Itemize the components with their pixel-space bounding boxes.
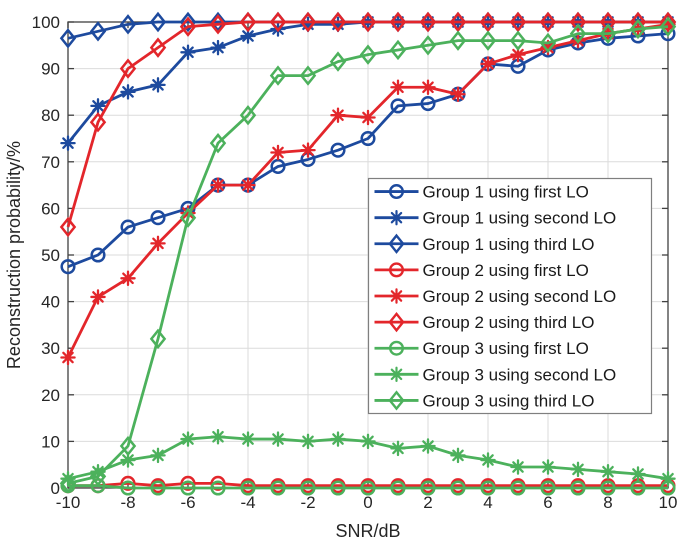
legend-label: Group 2 using third LO [423, 313, 595, 332]
y-tick-label: 40 [41, 293, 60, 312]
y-tick-label: 70 [41, 153, 60, 172]
y-tick-label: 60 [41, 199, 60, 218]
x-tick-label: -10 [56, 493, 81, 512]
x-axis-title: SNR/dB [335, 521, 401, 541]
legend-item-group-2-using-second-lo: Group 2 using second LO [374, 287, 617, 306]
legend-item-group-3-using-first-lo: Group 3 using first LO [374, 339, 589, 358]
legend-label: Group 3 using first LO [423, 339, 589, 358]
y-tick-label: 100 [32, 13, 60, 32]
series-group-3-using-third-lo [59, 16, 677, 494]
y-axis-title: Reconstruction probability/% [4, 140, 24, 370]
x-tick-label: 2 [423, 493, 432, 512]
series-group-3-using-second-lo [60, 428, 676, 487]
legend-item-group-2-using-first-lo: Group 2 using first LO [374, 261, 589, 280]
legend-label: Group 3 using second LO [423, 365, 617, 384]
x-tick-label: -6 [180, 493, 195, 512]
y-tick-label: 10 [41, 432, 60, 451]
legend-item-group-1-using-second-lo: Group 1 using second LO [374, 209, 617, 228]
x-tick-label: 10 [659, 493, 678, 512]
x-tick-label: 6 [543, 493, 552, 512]
x-tick-label: -2 [300, 493, 315, 512]
legend-item-group-2-using-third-lo: Group 2 using third LO [374, 311, 595, 333]
legend-label: Group 3 using third LO [423, 391, 595, 410]
x-tick-label: -4 [240, 493, 255, 512]
x-tick-label: 0 [363, 493, 372, 512]
legend-item-group-3-using-third-lo: Group 3 using third LO [374, 390, 595, 411]
y-tick-label: 80 [41, 106, 60, 125]
legend-label: Group 2 using second LO [423, 287, 617, 306]
legend-label: Group 1 using second LO [423, 209, 617, 228]
legend-label: Group 1 using first LO [423, 183, 589, 202]
x-tick-label: -8 [120, 493, 135, 512]
x-tick-label: 4 [483, 493, 492, 512]
legend-label: Group 1 using third LO [423, 235, 595, 254]
legend-item-group-1-using-first-lo: Group 1 using first LO [374, 183, 589, 202]
y-tick-label: 20 [41, 386, 60, 405]
x-tick-labels: -10 -8 -6 -4 -2 0 2 4 6 8 10 [56, 493, 678, 512]
legend-item-group-1-using-third-lo: Group 1 using third LO [374, 233, 595, 254]
series-group-3-using-first-lo [60, 478, 676, 496]
series-group-2-using-third-lo [59, 11, 677, 238]
legend-item-group-3-using-second-lo: Group 3 using second LO [374, 365, 617, 384]
y-tick-label: 0 [51, 479, 60, 498]
y-tick-label: 30 [41, 339, 60, 358]
y-tick-label: 50 [41, 246, 60, 265]
x-tick-label: 8 [603, 493, 612, 512]
y-tick-labels: 0 10 20 30 40 50 60 70 80 90 100 [32, 13, 60, 498]
legend-label: Group 2 using first LO [423, 261, 589, 280]
y-tick-label: 90 [41, 60, 60, 79]
legend: Group 1 using first LO Group 1 using seco… [367, 177, 653, 415]
